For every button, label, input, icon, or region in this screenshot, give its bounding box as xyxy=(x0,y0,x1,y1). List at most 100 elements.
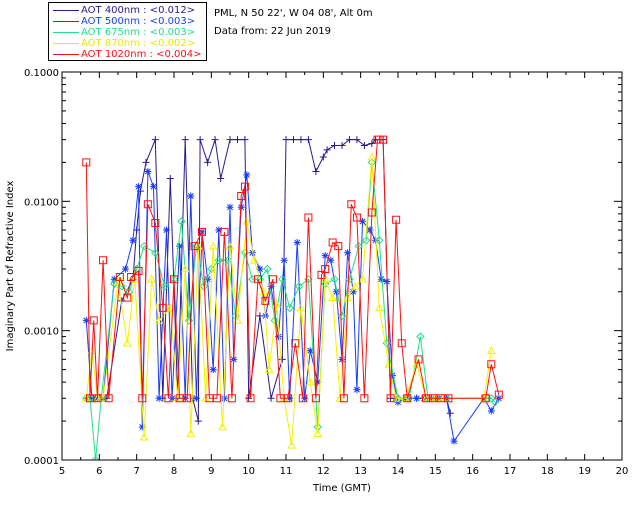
data-point xyxy=(110,279,119,289)
data-point xyxy=(338,142,346,150)
data-point xyxy=(130,274,140,283)
data-point xyxy=(397,339,406,348)
data-point xyxy=(218,422,227,431)
data-point xyxy=(249,255,259,264)
data-point xyxy=(177,217,186,226)
legend-label: AOT 500nm : xyxy=(81,16,150,27)
data-point xyxy=(328,293,338,301)
data-point xyxy=(241,136,249,144)
legend-swatch xyxy=(53,54,79,55)
x-tick-label: 14 xyxy=(392,466,405,477)
legend-item: AOT 870nm : <0.002> xyxy=(53,38,195,49)
date-info: Data from: 22 Jun 2019 xyxy=(214,26,332,37)
legend-item: AOT 500nm : <0.003> xyxy=(53,16,195,27)
data-point xyxy=(143,200,152,209)
data-point xyxy=(446,409,454,417)
data-point xyxy=(264,365,274,373)
data-point xyxy=(304,136,312,144)
data-point xyxy=(332,288,340,296)
data-point xyxy=(82,158,91,167)
data-point xyxy=(352,213,361,222)
data-point xyxy=(293,239,301,247)
data-point xyxy=(414,355,423,364)
data-point xyxy=(243,171,251,179)
data-point xyxy=(254,275,262,284)
x-axis-label: Time (GMT) xyxy=(312,483,371,494)
data-point xyxy=(149,183,157,191)
data-point xyxy=(225,241,235,250)
legend-value: <0.004> xyxy=(156,49,202,60)
data-point xyxy=(138,423,146,431)
data-point xyxy=(246,394,255,403)
y-tick-label: 0.0001 xyxy=(24,456,59,467)
data-point xyxy=(267,282,275,290)
legend-label: AOT 1020nm : xyxy=(81,49,157,60)
data-point xyxy=(403,394,412,403)
data-point xyxy=(186,429,196,437)
data-point xyxy=(297,136,305,144)
data-point xyxy=(192,394,200,402)
data-point xyxy=(127,272,136,281)
data-point xyxy=(170,275,178,284)
data-point xyxy=(151,218,160,227)
axis-layer: 5 6 7 8 9 10 11 12 13 14 15 16 17 18 19 20 0.0001 0.0010 0… xyxy=(24,68,628,477)
data-point xyxy=(160,282,169,291)
data-point xyxy=(304,213,313,222)
legend-item: AOT 675nm : <0.003> xyxy=(53,27,195,38)
x-tick-label: 16 xyxy=(466,466,479,477)
data-point xyxy=(154,315,164,324)
y-tick-label: 0.1000 xyxy=(24,68,59,79)
site-info: PML, N 50 22', W 04 08', Alt 0m xyxy=(214,8,373,19)
data-point xyxy=(313,429,323,437)
legend-swatch xyxy=(53,43,79,44)
data-point xyxy=(334,242,343,251)
data-point xyxy=(311,394,320,403)
data-point xyxy=(388,372,396,380)
data-point xyxy=(413,394,421,402)
data-point xyxy=(339,394,348,403)
data-point xyxy=(347,200,356,209)
data-point xyxy=(360,142,368,150)
series-layer xyxy=(81,135,503,460)
data-point xyxy=(256,265,264,273)
legend-swatch xyxy=(53,21,79,22)
data-point xyxy=(158,303,167,312)
data-point xyxy=(327,256,335,264)
legend: AOT 400nm : <0.012> AOT 500nm : <0.003> … xyxy=(48,2,207,61)
data-point xyxy=(366,226,374,234)
data-point xyxy=(147,274,156,283)
data-point xyxy=(286,394,294,402)
data-point xyxy=(176,242,184,250)
data-point xyxy=(215,226,223,234)
data-point xyxy=(124,287,134,296)
data-point xyxy=(233,136,241,144)
data-point xyxy=(294,282,304,291)
data-point xyxy=(494,390,503,399)
x-tick-label: 6 xyxy=(96,466,102,477)
x-tick-label: 15 xyxy=(429,466,442,477)
data-point xyxy=(180,264,190,273)
data-point xyxy=(194,417,202,425)
data-point xyxy=(314,378,322,386)
data-point xyxy=(358,274,367,283)
data-point xyxy=(353,136,361,144)
data-point xyxy=(345,274,354,284)
data-point xyxy=(377,275,385,283)
data-point xyxy=(282,136,290,144)
data-point xyxy=(305,377,315,386)
y-tick-label: 0.0100 xyxy=(24,197,59,208)
data-point xyxy=(375,236,384,245)
data-point xyxy=(317,270,326,279)
data-point xyxy=(209,366,217,374)
x-tick-label: 9 xyxy=(208,466,214,477)
data-point xyxy=(384,359,394,368)
data-point xyxy=(306,347,314,355)
x-tick-label: 20 xyxy=(616,466,629,477)
data-point xyxy=(196,136,204,144)
data-point xyxy=(199,282,209,291)
data-point xyxy=(82,316,90,324)
data-point xyxy=(110,275,118,283)
data-point xyxy=(204,158,212,166)
legend-label: AOT 675nm : xyxy=(81,27,150,38)
data-point xyxy=(354,241,364,251)
